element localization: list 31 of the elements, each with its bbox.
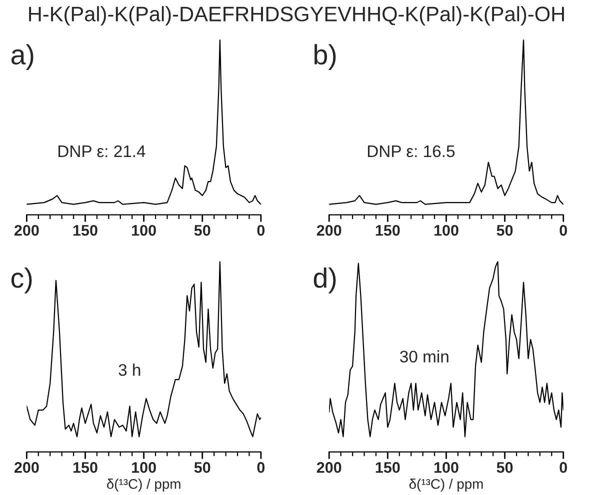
x-tick-label: 200 <box>14 462 39 473</box>
chart-title: b) <box>314 44 336 70</box>
x-tick-label: 50 <box>194 224 210 236</box>
x-tick-label: 50 <box>194 462 210 473</box>
x-tick-label: 150 <box>73 224 98 236</box>
x-tick-label: 100 <box>434 462 458 473</box>
x-tick-label: 0 <box>257 224 265 236</box>
x-axis-title: δ(¹³C) / ppm <box>106 478 180 492</box>
x-tick-label: 150 <box>376 224 400 236</box>
x-tick-label: 200 <box>14 224 39 236</box>
annotation: DNP ε: 16.5 <box>368 145 455 158</box>
annotation: 30 min <box>400 350 448 363</box>
chart-title: d) <box>314 267 336 294</box>
x-tick-label: 150 <box>376 462 400 473</box>
annotation: 3 h <box>118 364 140 376</box>
x-tick-label: 100 <box>132 462 156 473</box>
x-tick-label: 50 <box>496 462 513 473</box>
x-tick-label: 100 <box>434 224 458 236</box>
x-tick-label: 0 <box>560 224 567 236</box>
x-tick-label: 200 <box>316 462 342 473</box>
x-tick-label: 0 <box>257 462 265 473</box>
x-tick-label: 150 <box>73 462 98 473</box>
annotation: DNP ε: 21.4 <box>58 145 146 158</box>
x-tick-label: 50 <box>496 224 513 236</box>
chart-title: a) <box>11 44 34 70</box>
x-tick-label: 100 <box>132 224 156 236</box>
chart-title: c) <box>11 267 32 294</box>
text: H-K(Pal)-K(Pal)-DAEFRHDSGYEVHHQ-K(Pal)-K(Pal)-OH <box>29 6 564 26</box>
x-tick-label: 200 <box>316 224 342 236</box>
x-axis-title: δ(¹³C) / ppm <box>409 478 483 492</box>
x-tick-label: 0 <box>560 462 567 473</box>
